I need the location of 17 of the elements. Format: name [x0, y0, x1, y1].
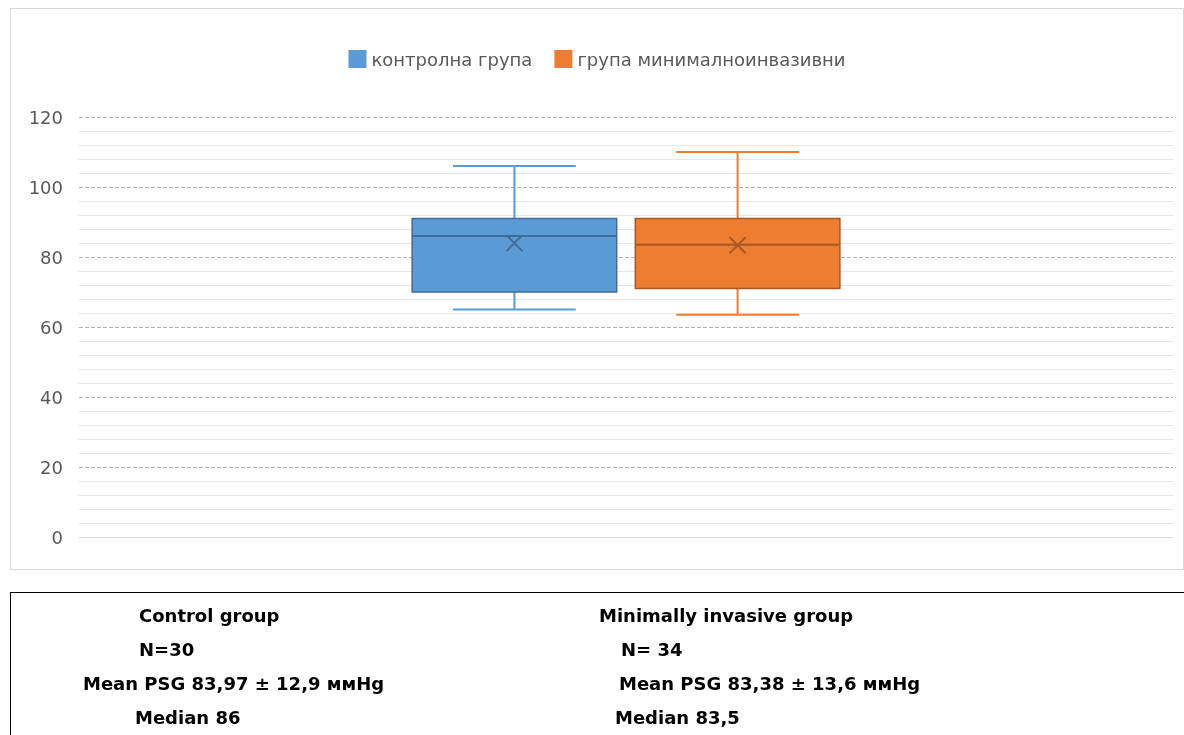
y-tick-label: 20: [40, 456, 63, 478]
legend-label: група минималноинвазивни: [577, 48, 846, 70]
text: Mean PSG 83,97 ± 12,9 ммHg: [82, 672, 386, 696]
y-tick-label: 0: [51, 526, 63, 548]
y-tick-label: 80: [40, 246, 63, 268]
text: N=30: [138, 638, 196, 662]
text: Median 86: [134, 706, 242, 730]
y-tick-label: 120: [28, 106, 63, 128]
legend-label: контролна група: [371, 48, 533, 70]
text: Mean PSG 83,38 ± 13,6 ммHg: [618, 672, 922, 696]
text: N= 34: [620, 638, 684, 662]
y-tick-label: 60: [40, 316, 63, 338]
text: Median 83,5: [614, 706, 741, 730]
y-tick-label: 40: [40, 386, 63, 408]
y-tick-label: 100: [28, 176, 63, 198]
text: Minimally invasive group: [598, 604, 855, 628]
text: Control group: [138, 604, 281, 628]
